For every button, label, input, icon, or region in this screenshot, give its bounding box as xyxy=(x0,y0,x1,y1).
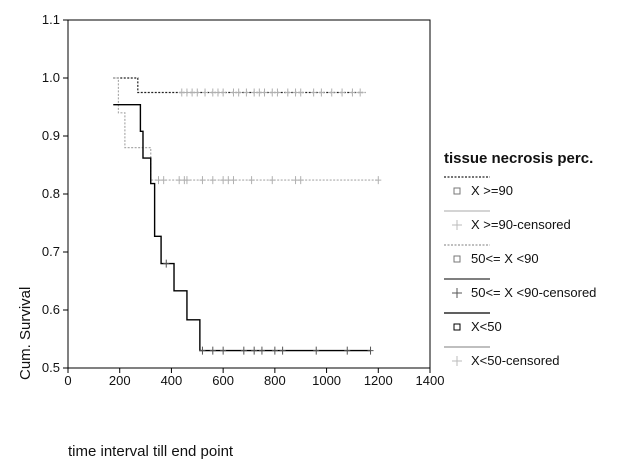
legend: X >=90 X >=90-censored 50<= X <90 50<= X <9… xyxy=(444,176,596,368)
censor-mark xyxy=(318,88,325,97)
censor-mark xyxy=(178,88,185,97)
censor-mark xyxy=(274,88,281,97)
y-tick-label: 0.5 xyxy=(42,360,60,375)
censor-mark xyxy=(183,88,190,97)
y-tick-label: 1.1 xyxy=(42,12,60,27)
x-tick-label: 800 xyxy=(264,373,286,388)
series-line-2 xyxy=(113,77,379,181)
censor-mark xyxy=(214,88,221,97)
censor-mark xyxy=(230,176,237,185)
legend-label-6: X<50-censored xyxy=(471,353,560,368)
censor-mark xyxy=(367,346,374,355)
y-tick-label: 0.9 xyxy=(42,128,60,143)
censor-mark xyxy=(160,176,167,185)
legend-label-2: X >=90-censored xyxy=(471,217,571,232)
series-line-1 xyxy=(113,77,366,94)
x-tick-label: 0 xyxy=(64,373,71,388)
x-tick-label: 400 xyxy=(161,373,183,388)
censor-mark xyxy=(176,176,183,185)
legend-marker-square xyxy=(453,255,461,263)
x-tick-label: 1200 xyxy=(364,373,393,388)
censor-mark xyxy=(292,176,299,185)
censor-mark xyxy=(235,88,242,97)
axis-layer: 0.5 0.6 0.7 0.8 0.9 1.0 1.1 0 200 400 600 800 1000 12… xyxy=(42,12,445,388)
censor-mark xyxy=(189,88,196,97)
censor-mark xyxy=(220,88,227,97)
censor-mark xyxy=(163,259,170,268)
censor-mark xyxy=(199,176,206,185)
censor-mark xyxy=(258,346,265,355)
censor-mark xyxy=(261,88,268,97)
censor-mark xyxy=(344,346,351,355)
censor-mark xyxy=(183,176,190,185)
censor-mark xyxy=(271,346,278,355)
censor-mark xyxy=(209,176,216,185)
legend-marker-plus xyxy=(452,356,462,366)
y-axis-title: Cum. Survival xyxy=(17,287,34,380)
censor-mark xyxy=(297,88,304,97)
legend-label-5: X<50 xyxy=(471,319,502,334)
censor-mark xyxy=(339,88,346,97)
legend-label-3: 50<= X <90 xyxy=(471,251,539,266)
censor-mark xyxy=(240,346,247,355)
y-tick-label: 0.6 xyxy=(42,302,60,317)
censor-mark xyxy=(310,88,317,97)
censor-mark xyxy=(209,88,216,97)
x-axis-title: time interval till end point xyxy=(68,443,234,460)
censor-mark xyxy=(357,88,364,97)
x-tick-label: 1000 xyxy=(312,373,341,388)
series-line-3 xyxy=(113,103,371,352)
plot-area xyxy=(67,19,431,369)
legend-title: tissue necrosis perc. xyxy=(444,150,593,167)
plot-frame xyxy=(67,19,431,369)
legend-marker-plus xyxy=(452,288,462,298)
censor-mark xyxy=(225,176,232,185)
censor-mark xyxy=(199,346,206,355)
censor-mark xyxy=(256,88,263,97)
censor-layer xyxy=(155,88,382,355)
x-tick-label: 600 xyxy=(212,373,234,388)
censor-mark xyxy=(220,176,227,185)
censor-mark xyxy=(230,88,237,97)
censor-mark xyxy=(209,346,216,355)
y-tick-label: 0.7 xyxy=(42,244,60,259)
censor-mark xyxy=(220,346,227,355)
censor-mark xyxy=(349,88,356,97)
censor-mark xyxy=(269,88,276,97)
censor-mark xyxy=(243,88,250,97)
censor-mark xyxy=(248,176,255,185)
censor-mark xyxy=(279,346,286,355)
legend-label-4: 50<= X <90-censored xyxy=(471,285,596,300)
y-tick-label: 1.0 xyxy=(42,70,60,85)
y-tick-label: 0.8 xyxy=(42,186,60,201)
censor-mark xyxy=(269,176,276,185)
censor-mark xyxy=(251,346,258,355)
censor-mark xyxy=(202,88,209,97)
x-tick-label: 200 xyxy=(109,373,131,388)
x-tick-label: 1400 xyxy=(416,373,445,388)
legend-marker-plus xyxy=(452,220,462,230)
series-layer xyxy=(113,77,379,352)
censor-mark xyxy=(375,176,382,185)
legend-marker-square xyxy=(453,187,461,195)
censor-mark xyxy=(292,88,299,97)
censor-mark xyxy=(284,88,291,97)
censor-mark xyxy=(155,176,162,185)
legend-label-1: X >=90 xyxy=(471,183,513,198)
censor-mark xyxy=(251,88,258,97)
censor-mark xyxy=(194,88,201,97)
censor-mark xyxy=(313,346,320,355)
censor-mark xyxy=(328,88,335,97)
censor-mark xyxy=(297,176,304,185)
legend-marker-square xyxy=(453,323,461,331)
